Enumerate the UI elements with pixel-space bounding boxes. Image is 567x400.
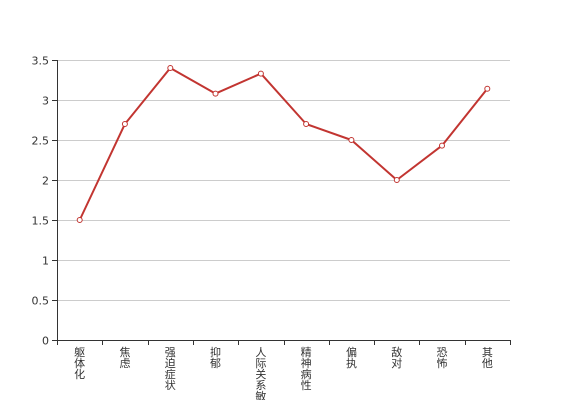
series-group (76, 65, 491, 223)
x-axis-ticks: 躯体化 焦虑 强迫症状 抑郁 人际关系敏感 精神病性 偏执 敌对 恐怖 其他 (74, 345, 493, 400)
x-axis (57, 340, 511, 345)
data-point[interactable] (348, 137, 355, 143)
x-tick-label: 其他 (482, 346, 493, 370)
y-tick-label: 3 (42, 95, 49, 108)
y-axis-ticks: 0 0.5 1 1.5 2 2.5 3 3.5 (32, 55, 58, 348)
data-point[interactable] (484, 85, 491, 92)
y-tick-label: 0 (42, 335, 49, 348)
x-tick-label: 强迫症状 (165, 346, 176, 392)
data-point[interactable] (393, 177, 400, 183)
data-point[interactable] (257, 70, 264, 77)
data-point[interactable] (439, 142, 445, 149)
data-point[interactable] (167, 65, 174, 71)
data-point[interactable] (212, 90, 219, 97)
y-tick-label: 3.5 (32, 55, 50, 68)
y-tick-label: 0.5 (32, 295, 50, 308)
y-gridlines (57, 60, 510, 301)
x-tick-label: 恐怖 (437, 346, 448, 370)
x-tick-label: 躯体化 (74, 346, 85, 381)
x-tick-label: 偏执 (346, 345, 357, 370)
x-tick-label: 抑郁 (210, 345, 221, 370)
x-tick-label: 焦虑 (119, 346, 130, 370)
data-point[interactable] (121, 121, 128, 127)
x-tick-label: 精神病性 (301, 346, 312, 392)
series-line (78, 67, 489, 221)
data-point[interactable] (76, 217, 83, 223)
x-tick-label: 人际关系敏感 (255, 346, 266, 400)
y-tick-label: 2 (42, 175, 49, 188)
y-tick-label: 1 (42, 255, 49, 268)
x-tick-label: 敌对 (391, 345, 402, 370)
y-tick-label: 1.5 (32, 215, 50, 228)
y-tick-label: 2.5 (32, 135, 50, 148)
data-point[interactable] (303, 121, 310, 127)
